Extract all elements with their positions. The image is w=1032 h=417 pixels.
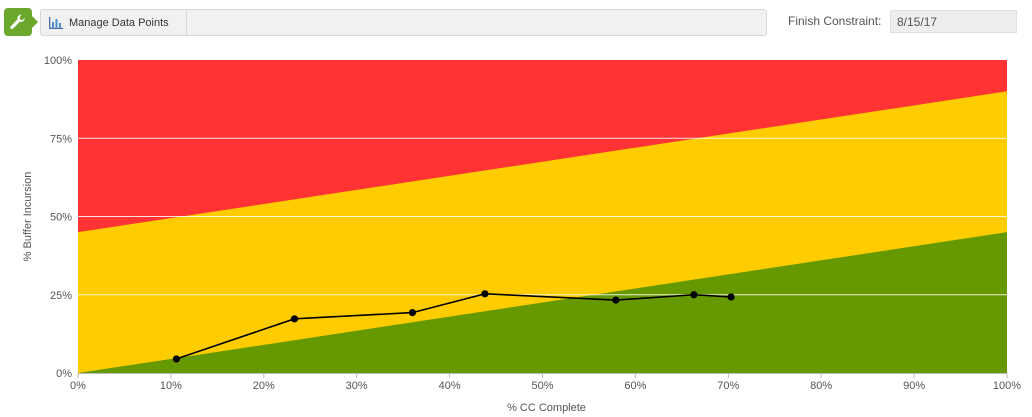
x-tick-label: 90% [903, 380, 925, 392]
green-zone [78, 232, 1007, 373]
data-point [481, 290, 489, 298]
x-tick-label: 50% [531, 380, 553, 392]
x-tick-label: 20% [253, 380, 275, 392]
finish-constraint-field[interactable]: 8/15/17 [890, 10, 1017, 33]
fever-chart: 0% 25% 50% 75% 100% 0% 10% 20% 30% 40% 50% 60% 70% 80… [22, 55, 1021, 414]
x-tick-label: 10% [160, 380, 182, 392]
data-point [408, 308, 417, 317]
y-tick-label: 25% [50, 290, 72, 302]
bar-chart-icon [49, 16, 63, 29]
x-tick-label: 0% [70, 380, 86, 392]
data-point [690, 291, 698, 299]
data-point [727, 293, 735, 301]
tool-button-pointer [32, 16, 38, 28]
x-axis-title: % CC Complete [507, 402, 586, 414]
manage-data-points-label: Manage Data Points [69, 16, 169, 29]
finish-constraint-label: Finish Constraint: [788, 14, 882, 28]
y-tick-label: 50% [50, 212, 72, 224]
data-point [172, 355, 181, 363]
manage-data-points-button[interactable]: Manage Data Points [41, 10, 187, 35]
x-tick-label: 30% [346, 380, 368, 392]
data-points-bar: Manage Data Points [40, 9, 767, 36]
y-tick-label: 75% [50, 133, 72, 145]
x-tick-label: 60% [624, 380, 646, 392]
tool-button[interactable] [4, 8, 38, 36]
x-tick-label: 80% [810, 380, 832, 392]
wrench-icon [10, 14, 25, 29]
toolbar: Manage Data Points Finish Constraint: 8/… [0, 0, 1032, 44]
x-tick-label: 100% [993, 380, 1021, 392]
y-tick-label: 0% [56, 368, 72, 380]
x-tick-label: 40% [439, 380, 461, 392]
y-axis-title: % Buffer Incursion [22, 172, 34, 262]
x-tick-label: 70% [717, 380, 739, 392]
data-point [612, 296, 620, 304]
data-point [290, 315, 299, 323]
y-tick-label: 100% [44, 55, 72, 67]
